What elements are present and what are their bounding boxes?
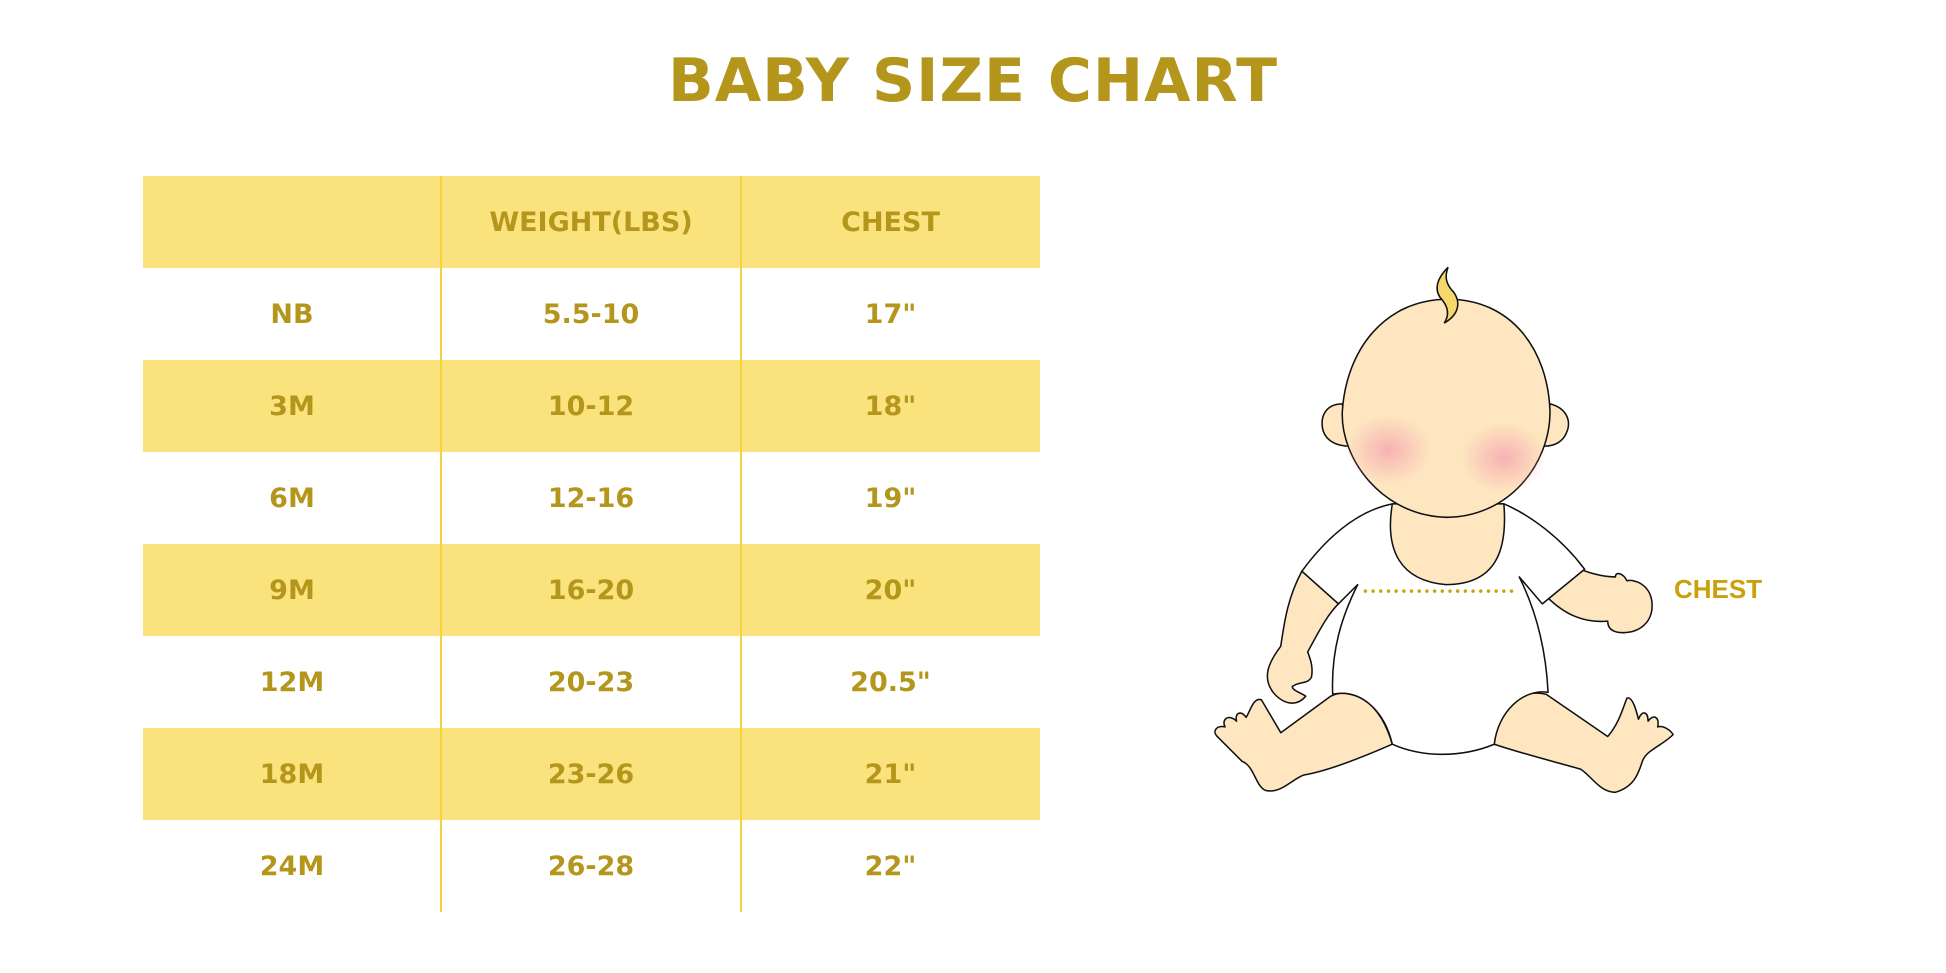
- header-weight: WEIGHT(LBS): [489, 206, 693, 238]
- left-cheek-blush: [1346, 415, 1431, 485]
- right-arm: [1545, 568, 1653, 634]
- chest-cell: 22": [864, 850, 917, 882]
- chest-cell: 20.5": [850, 666, 931, 698]
- weight-cell: 23-26: [547, 758, 635, 790]
- table-row: 3M 10-12 18": [143, 360, 1040, 452]
- size-cell: 3M: [269, 390, 315, 422]
- left-arm: [1266, 570, 1340, 704]
- right-leg: [1493, 692, 1674, 794]
- table-row: NB 5.5-10 17": [143, 268, 1040, 360]
- weight-cell: 20-23: [547, 666, 635, 698]
- baby-illustration: [1214, 266, 1674, 794]
- header-chest: CHEST: [841, 206, 940, 238]
- size-table: WEIGHT(LBS) CHEST NB 5.5-10 17" 3M 10-12…: [143, 176, 1040, 912]
- size-cell: 12M: [259, 666, 325, 698]
- hair-curl: [1436, 266, 1459, 324]
- page-title: BABY SIZE CHART: [668, 46, 1278, 116]
- weight-cell: 10-12: [547, 390, 635, 422]
- weight-cell: 5.5-10: [542, 298, 640, 330]
- size-cell: 6M: [269, 482, 315, 514]
- column-divider: [740, 176, 742, 912]
- weight-cell: 16-20: [547, 574, 635, 606]
- chest-cell: 19": [864, 482, 917, 514]
- size-cell: NB: [270, 298, 314, 330]
- left-leg: [1214, 692, 1394, 792]
- size-cell: 9M: [269, 574, 315, 606]
- weight-cell: 12-16: [547, 482, 635, 514]
- table-row: 6M 12-16 19": [143, 452, 1040, 544]
- table-row: 18M 23-26 21": [143, 728, 1040, 820]
- chest-label: CHEST: [1674, 574, 1763, 604]
- right-cheek-blush: [1461, 423, 1547, 493]
- chest-cell: 17": [864, 298, 917, 330]
- chest-cell: 21": [864, 758, 917, 790]
- column-divider: [440, 176, 442, 912]
- bodysuit: [1301, 503, 1586, 756]
- table-row: 12M 20-23 20.5": [143, 636, 1040, 728]
- table-row: 9M 16-20 20": [143, 544, 1040, 636]
- table-row: 24M 26-28 22": [143, 820, 1040, 912]
- table-header-row: WEIGHT(LBS) CHEST: [143, 176, 1040, 268]
- weight-cell: 26-28: [547, 850, 635, 882]
- size-cell: 24M: [259, 850, 325, 882]
- size-cell: 18M: [259, 758, 325, 790]
- chest-cell: 18": [864, 390, 917, 422]
- chest-cell: 20": [864, 574, 917, 606]
- neck: [1389, 503, 1506, 586]
